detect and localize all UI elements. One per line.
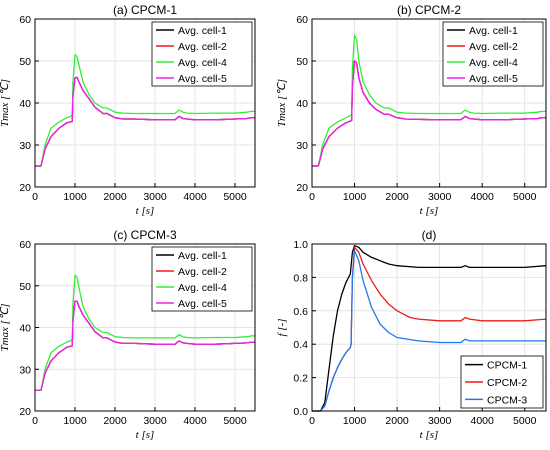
x-tick-label: 1000 xyxy=(63,191,87,203)
series-line-avg-cell-5 xyxy=(35,300,255,391)
legend-label: Avg. cell-2 xyxy=(178,266,227,278)
y-tick-label: 1.0 xyxy=(293,239,308,251)
x-tick-label: 2000 xyxy=(103,191,127,203)
y-tick-label: 0.4 xyxy=(293,339,308,351)
series-line-avg-cell-1 xyxy=(35,76,255,167)
x-axis-label: t [s] xyxy=(420,429,439,441)
x-tick-label: 0 xyxy=(309,191,315,203)
y-tick-label: 40 xyxy=(19,98,31,110)
legend-label: Avg. cell-4 xyxy=(178,282,227,294)
y-axis-label: Tmax [℃] xyxy=(0,79,11,127)
legend-label: Avg. cell-5 xyxy=(469,73,518,85)
x-tick-label: 1000 xyxy=(63,415,87,427)
x-tick-label: 2000 xyxy=(385,191,409,203)
y-tick-label: 30 xyxy=(19,364,31,376)
x-tick-label: 4000 xyxy=(183,415,207,427)
y-tick-label: 60 xyxy=(19,239,31,251)
y-tick-label: 30 xyxy=(19,140,31,152)
x-axis-label: t [s] xyxy=(420,205,439,217)
y-tick-label: 20 xyxy=(19,406,31,418)
y-tick-label: 50 xyxy=(19,281,31,293)
chart-panel-2: 0 1000 2000 3000 4000 5000 20 30 40 50 60 (b) CPCM-… xyxy=(276,3,547,217)
y-axis-label: Tmax [℃] xyxy=(0,303,11,351)
legend-label: Avg. cell-5 xyxy=(178,73,227,85)
y-tick-label: 40 xyxy=(296,98,308,110)
y-axis-label: Tmax [℃] xyxy=(276,79,288,127)
panel-title: (a) CPCM-1 xyxy=(113,3,177,17)
series-line-avg-cell-5 xyxy=(312,60,546,167)
series-line-avg-cell-2 xyxy=(35,76,255,167)
plot-frame xyxy=(311,243,547,412)
x-tick-label: 4000 xyxy=(183,191,207,203)
x-tick-label: 0 xyxy=(32,191,38,203)
y-tick-label: 0.2 xyxy=(293,373,308,385)
x-tick-label: 5000 xyxy=(513,191,537,203)
x-tick-label: 1000 xyxy=(343,415,367,427)
series-line-cpcm-3 xyxy=(312,250,546,412)
y-axis-label: f [-] xyxy=(276,318,288,336)
legend-label: CPCM-1 xyxy=(487,360,527,372)
panel-title: (d) xyxy=(422,228,437,242)
legend-box xyxy=(442,21,544,87)
x-tick-label: 4000 xyxy=(471,191,495,203)
legend-label: Avg. cell-4 xyxy=(178,57,227,69)
series-line-cpcm-1 xyxy=(312,245,547,412)
legend-label: Avg. cell-1 xyxy=(469,25,518,37)
x-tick-label: 2000 xyxy=(385,415,409,427)
x-tick-label: 3000 xyxy=(428,191,452,203)
x-tick-label: 4000 xyxy=(471,415,495,427)
y-tick-label: 40 xyxy=(19,323,31,335)
y-tick-label: 30 xyxy=(296,140,308,152)
legend: Avg. cell-1 Avg. cell-2 Avg. cell-4 Avg. ce… xyxy=(442,21,544,87)
x-tick-label: 3000 xyxy=(428,415,452,427)
series-line-avg-cell-4 xyxy=(312,34,546,167)
y-tick-label: 50 xyxy=(296,56,308,68)
legend-label: Avg. cell-1 xyxy=(178,25,227,37)
x-tick-label: 3000 xyxy=(143,415,167,427)
legend: Avg. cell-1 Avg. cell-2 Avg. cell-4 Avg. ce… xyxy=(151,21,253,87)
panel-title: (c) CPCM-3 xyxy=(113,228,177,242)
chart-panel-3: 0 1000 2000 3000 4000 5000 20 30 40 50 60 (c) CPCM-… xyxy=(0,228,256,441)
chart-panel-1: 0 1000 2000 3000 4000 5000 20 30 40 50 60 (a) CPCM-… xyxy=(0,3,256,217)
legend-label: CPCM-2 xyxy=(487,377,527,389)
y-tick-label: 60 xyxy=(296,14,308,26)
y-tick-label: 0.0 xyxy=(293,406,308,418)
chart-panel-4: 0 1000 2000 3000 4000 5000 0.0 0.2 0.4 0.6 0.8 1.0 (… xyxy=(276,228,547,441)
x-tick-label: 3000 xyxy=(143,191,167,203)
x-axis-label: t [s] xyxy=(136,429,155,441)
legend-box xyxy=(151,21,253,87)
legend: CPCM-1 CPCM-2 CPCM-3 xyxy=(460,355,544,409)
y-tick-label: 0.8 xyxy=(293,272,308,284)
legend-label: CPCM-3 xyxy=(487,394,527,406)
legend-label: Avg. cell-2 xyxy=(178,41,227,53)
y-tick-label: 20 xyxy=(296,182,308,194)
x-tick-label: 0 xyxy=(32,415,38,427)
x-tick-label: 5000 xyxy=(223,191,247,203)
y-tick-label: 50 xyxy=(19,56,31,68)
y-tick-label: 60 xyxy=(19,14,31,26)
series-line-avg-cell-5 xyxy=(35,76,255,167)
legend-label: Avg. cell-1 xyxy=(178,250,227,262)
panel-title: (b) CPCM-2 xyxy=(397,3,461,17)
series-line-avg-cell-2 xyxy=(35,300,255,391)
y-tick-label: 0.6 xyxy=(293,306,308,318)
legend-label: Avg. cell-4 xyxy=(469,57,518,69)
legend: Avg. cell-1 Avg. cell-2 Avg. cell-4 Avg. ce… xyxy=(151,246,253,312)
legend-box xyxy=(151,246,253,312)
x-axis-label: t [s] xyxy=(136,205,155,217)
x-tick-label: 1000 xyxy=(343,191,367,203)
x-tick-label: 2000 xyxy=(103,415,127,427)
x-tick-label: 5000 xyxy=(513,415,537,427)
y-tick-label: 20 xyxy=(19,182,31,194)
series-line-avg-cell-4 xyxy=(35,274,255,391)
series-line-avg-cell-4 xyxy=(35,54,255,167)
x-tick-label: 5000 xyxy=(223,415,247,427)
x-tick-label: 0 xyxy=(309,415,315,427)
legend-label: Avg. cell-2 xyxy=(469,41,518,53)
series-line-avg-cell-1 xyxy=(35,300,255,391)
legend-label: Avg. cell-5 xyxy=(178,298,227,310)
